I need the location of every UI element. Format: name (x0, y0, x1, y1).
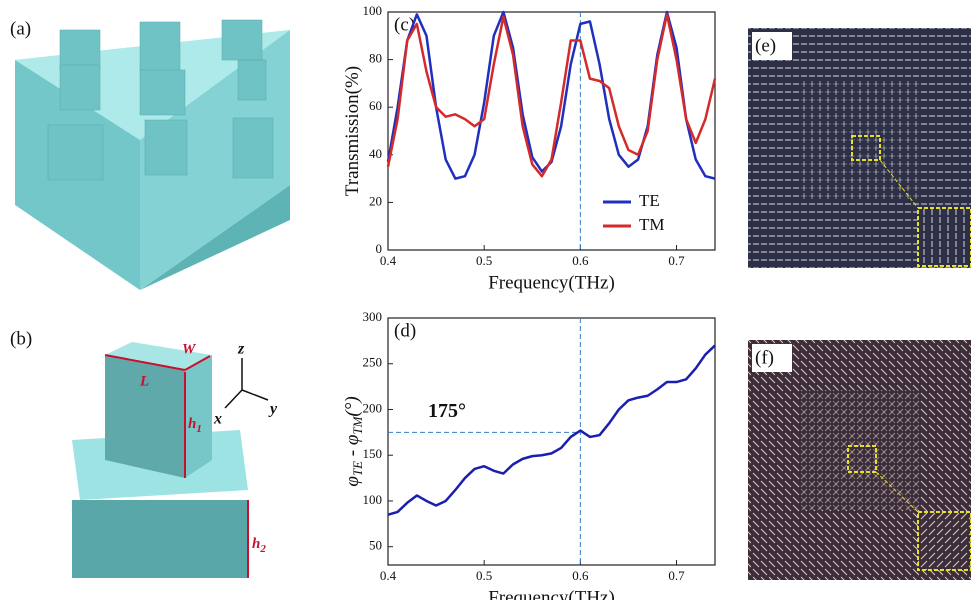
dimension-label: h (252, 536, 260, 552)
x-tick-label: 0.6 (572, 568, 589, 583)
figure: (a) L W h1 h2 z y x (b) (e) (f) 0.40.50.… (0, 0, 971, 600)
dimension-label: h (188, 416, 196, 432)
data-line (388, 14, 715, 176)
y-tick-label: 50 (369, 538, 382, 553)
dimension-label: h2 (252, 536, 266, 554)
panel-label: (e) (755, 35, 776, 56)
legend-label: TM (639, 215, 665, 234)
y-tick-label: 60 (369, 98, 382, 113)
y-tick-label: 100 (363, 492, 383, 507)
y-axis-label-part: - φ (342, 435, 363, 461)
legend-label: TE (639, 191, 660, 210)
y-tick-label: 40 (369, 146, 382, 161)
y-tick-label: 150 (363, 446, 383, 461)
panel-label: (b) (10, 328, 32, 349)
plot-frame (388, 318, 715, 565)
x-tick-label: 0.4 (380, 568, 397, 583)
dimension-label: L (139, 373, 149, 389)
x-tick-label: 0.5 (476, 568, 492, 583)
dimension-label: W (182, 341, 197, 357)
charts: 0.4 0.5 0.6 0.7 0 20 40 60 80 100 Frequency(THz) Tr… (342, 3, 715, 600)
x-axis-label: Frequency(THz) (488, 272, 615, 293)
x-tick-label: 0.7 (668, 568, 685, 583)
y-axis-label: Transmission(%) (342, 66, 363, 196)
annotation: 175° (428, 400, 466, 422)
y-axis-label-part: (°) (342, 396, 363, 416)
dimension-subscript: 2 (259, 543, 266, 555)
y-tick-label: 200 (363, 400, 383, 415)
y-axis-label-subscript: TM (350, 415, 365, 434)
y-tick-label: 300 (363, 309, 383, 324)
data-line (388, 345, 715, 514)
x-tick-label: 0.7 (668, 253, 685, 268)
axis-letter: x (213, 411, 222, 428)
unit-cell-drawing: L W h1 h2 z y x (b) (10, 328, 278, 578)
y-axis-label-part: φ (342, 476, 363, 487)
phase-map-images: (e) (f) (748, 28, 971, 580)
y-tick-label: 20 (369, 193, 382, 208)
dimension-subscript: 1 (196, 423, 202, 435)
plot-frame (388, 12, 715, 250)
y-tick-label: 0 (376, 241, 383, 256)
x-tick-label: 0.5 (476, 253, 492, 268)
y-axis-label-part: Transmission(%) (342, 66, 363, 196)
y-tick-label: 250 (363, 355, 383, 370)
y-axis-label-subscript: TE (350, 461, 365, 476)
x-tick-label: 0.4 (380, 253, 397, 268)
panel-label: (f) (755, 347, 774, 368)
metasurface-drawing: (a) (10, 18, 290, 290)
axis-letter: z (237, 341, 245, 358)
axis-letter: y (268, 401, 278, 418)
y-tick-label: 80 (369, 51, 382, 66)
x-axis-label: Frequency(THz) (488, 587, 615, 600)
y-tick-label: 100 (363, 3, 383, 18)
y-axis-label: φTE - φTM(°) (342, 396, 365, 486)
x-tick-label: 0.6 (572, 253, 589, 268)
panel-label: (a) (10, 18, 31, 39)
panel-label: (d) (394, 320, 416, 341)
